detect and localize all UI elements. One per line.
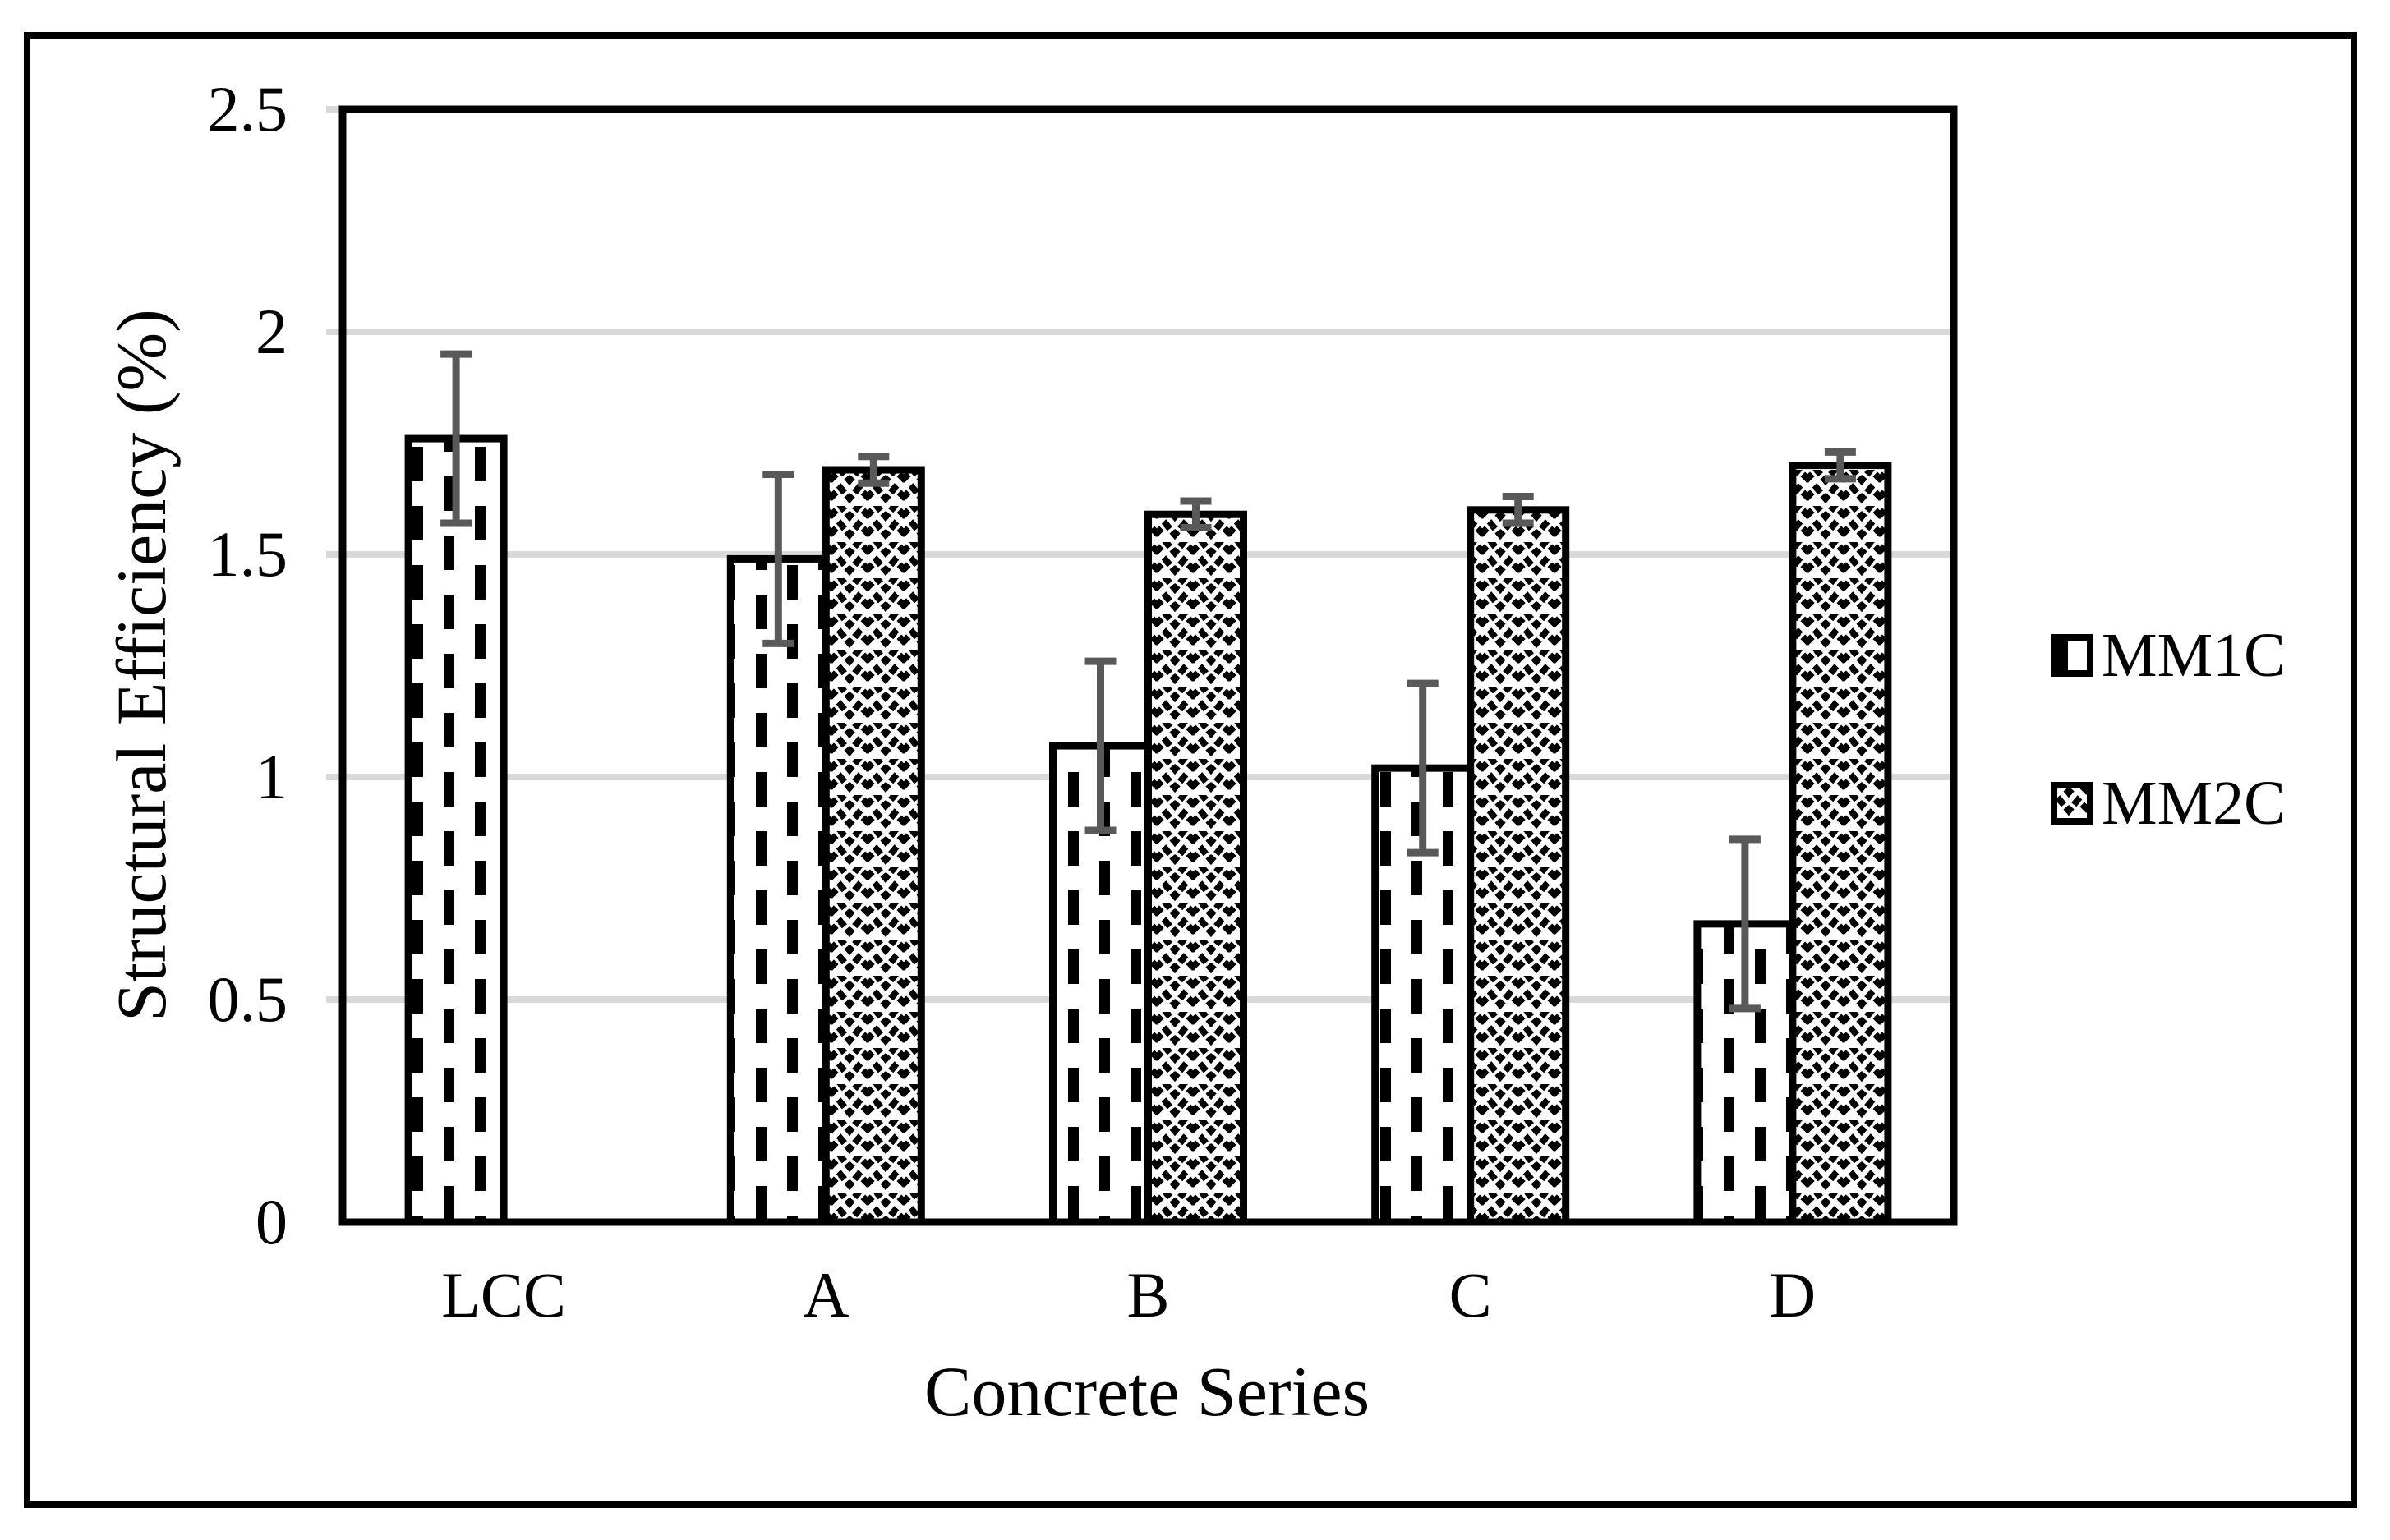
figure-border bbox=[24, 32, 2357, 1508]
legend-swatch-mm1c-icon bbox=[2051, 634, 2093, 677]
y-tick-label-2: 2 bbox=[256, 296, 288, 367]
error-bar-MM2C-C bbox=[1502, 493, 1534, 527]
y-tick-label-2.5: 2.5 bbox=[207, 73, 288, 145]
x-axis-title: Concrete Series bbox=[923, 1352, 1370, 1431]
bar-MM2C-A bbox=[822, 466, 925, 1226]
bar-MM2C-C bbox=[1467, 506, 1570, 1226]
x-category-label-A: A bbox=[803, 1259, 850, 1331]
error-bar-MM1C-D bbox=[1729, 835, 1761, 1013]
error-bar-MM2C-A bbox=[858, 453, 890, 487]
error-bar-MM1C-B bbox=[1084, 657, 1117, 834]
bar-MM1C-LCC bbox=[404, 434, 508, 1226]
legend: MM1C MM2C bbox=[2051, 616, 2286, 843]
legend-label-mm2c: MM2C bbox=[2102, 769, 2286, 838]
bar-MM2C-B bbox=[1144, 510, 1247, 1226]
x-category-label-D: D bbox=[1769, 1259, 1817, 1331]
x-category-label-LCC: LCC bbox=[441, 1259, 566, 1331]
error-bar-MM2C-D bbox=[1824, 448, 1856, 483]
y-tick-label-1: 1 bbox=[256, 741, 288, 812]
error-bars bbox=[440, 350, 1856, 1013]
legend-entry-mm2c: MM2C bbox=[2051, 764, 2286, 843]
error-bar-MM1C-C bbox=[1407, 679, 1439, 857]
y-tick-label-0.5: 0.5 bbox=[207, 963, 288, 1035]
y-tick-label-0: 0 bbox=[256, 1186, 288, 1257]
legend-label-mm1c: MM1C bbox=[2102, 621, 2286, 690]
legend-swatch-mm2c-icon bbox=[2051, 782, 2093, 825]
bar-MM2C-D bbox=[1789, 462, 1892, 1226]
error-bar-MM1C-LCC bbox=[440, 350, 472, 527]
plot-border bbox=[338, 105, 1958, 1226]
error-bar-MM2C-B bbox=[1180, 497, 1212, 531]
y-tick-label-1.5: 1.5 bbox=[207, 518, 288, 590]
y-axis-title: Structural Efficiency (%) bbox=[102, 309, 181, 1022]
legend-entry-mm1c: MM1C bbox=[2051, 616, 2286, 695]
x-category-label-C: C bbox=[1448, 1259, 1492, 1331]
x-category-label-B: B bbox=[1126, 1259, 1170, 1331]
bar-MM1C-A bbox=[726, 554, 830, 1226]
error-bar-MM1C-A bbox=[762, 470, 794, 647]
